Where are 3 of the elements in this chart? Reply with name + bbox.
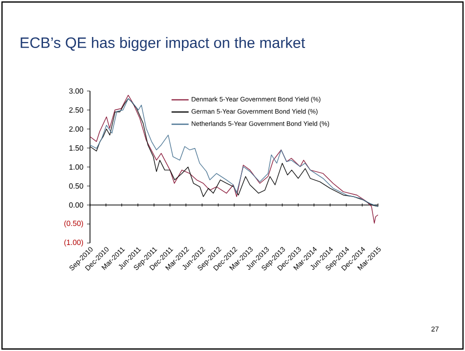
chart-title: ECB’s QE has bigger impact on the market xyxy=(20,37,306,51)
line-series xyxy=(90,94,378,224)
line-series xyxy=(90,98,378,207)
